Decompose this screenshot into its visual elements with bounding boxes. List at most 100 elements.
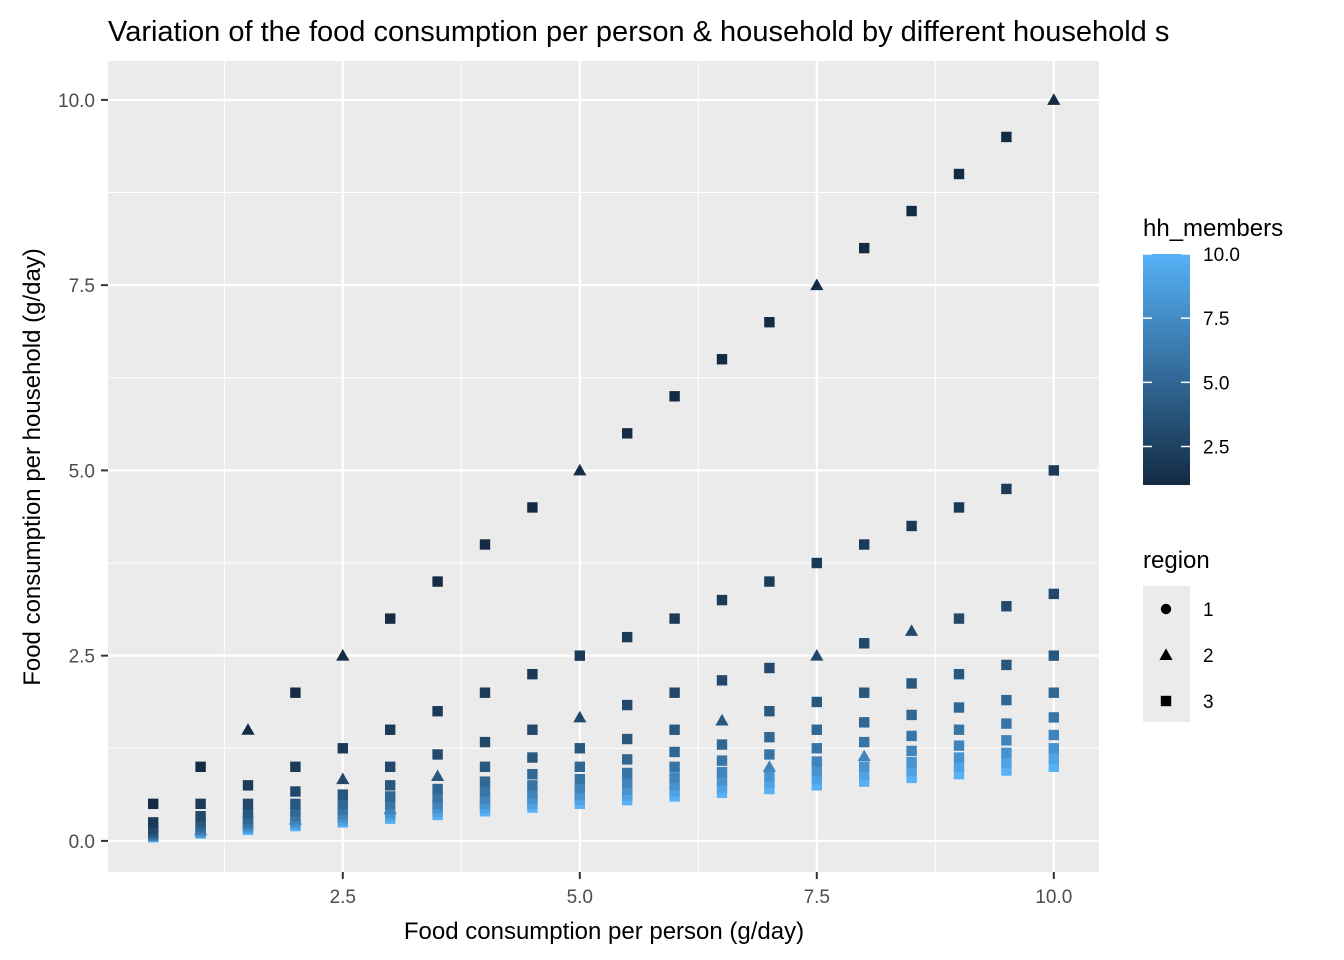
data-point-m5-x2 <box>290 806 301 817</box>
data-point-m3-x5.5 <box>622 699 633 711</box>
data-point-m4-x1.5 <box>242 807 254 819</box>
data-point-m4-x4.5 <box>527 752 538 763</box>
data-point-m5-x5.5 <box>622 754 633 765</box>
data-point-m6-x7 <box>764 749 775 760</box>
data-point-m6-x6.5 <box>716 755 728 766</box>
data-point-m1-x4 <box>479 539 491 550</box>
data-point-m1-x10 <box>1047 93 1061 105</box>
data-point-m1-x9 <box>953 168 965 180</box>
data-point-m7-x9.5 <box>1001 735 1012 746</box>
minor-grid <box>108 61 1099 872</box>
shape-legend-items: 1 2 3 <box>1159 600 1214 713</box>
data-point-m5-x3 <box>385 791 396 802</box>
data-point-m1-x2.5 <box>336 649 350 661</box>
data-point-m3-x6 <box>669 687 680 698</box>
y-tick-label: 7.5 <box>69 276 95 297</box>
data-point-m4-x2.5 <box>337 789 348 800</box>
data-point-m5-x8 <box>859 717 870 728</box>
data-point-m8-x9.5 <box>1001 747 1012 759</box>
color-bar-ticks: 10.0 7.5 5.0 2.5 <box>1143 245 1240 459</box>
data-point-m3-x3.5 <box>432 749 443 760</box>
data-point-m4-x8 <box>859 687 870 698</box>
data-point-m7-x7 <box>762 760 776 772</box>
data-point-m5-x5 <box>574 761 585 772</box>
data-point-m8-x10 <box>1048 743 1059 754</box>
data-point-m3-x1 <box>195 811 206 822</box>
data-point-m1-x7 <box>764 317 775 328</box>
data-point-m2-x6.5 <box>716 594 728 606</box>
data-point-m3-x8 <box>859 638 870 649</box>
data-point-m8-x7 <box>764 770 775 782</box>
y-tick-label: 5.0 <box>69 461 95 482</box>
data-point-m6-x8.5 <box>906 730 917 742</box>
data-point-m7-x3.5 <box>432 798 443 810</box>
shape-legend: region 1 2 3 <box>1143 547 1214 722</box>
data-point-m6-x7.5 <box>811 743 822 754</box>
data-point-m10-x7.5 <box>811 780 822 791</box>
data-points <box>148 93 1061 843</box>
data-point-m4-x2 <box>290 798 301 810</box>
data-point-m1-x4.5 <box>527 502 538 513</box>
data-point-m2-x9 <box>953 502 965 513</box>
data-point-m5-x6.5 <box>716 739 728 750</box>
data-point-m10-x9 <box>953 769 965 780</box>
data-point-m4-x8.5 <box>906 678 917 689</box>
data-point-m8-x5.5 <box>622 784 633 796</box>
data-point-m5-x8.5 <box>906 709 917 721</box>
x-tick-label: 2.5 <box>330 887 356 908</box>
data-point-m3-x7 <box>764 662 775 674</box>
data-point-m2-x9.5 <box>1001 483 1012 495</box>
shape-legend-label: 2 <box>1203 646 1214 667</box>
data-point-m9-x9.5 <box>1001 757 1012 768</box>
x-tick-label: 5.0 <box>567 887 593 908</box>
data-point-m7-x10 <box>1048 729 1059 741</box>
color-legend: hh_members 10.0 7.5 5.0 2.5 <box>1143 215 1283 485</box>
data-point-m9-x7.5 <box>811 773 822 785</box>
data-point-m3-x5 <box>573 710 587 723</box>
data-point-m3-x4.5 <box>527 724 538 735</box>
data-point-m1-x1.5 <box>241 723 255 735</box>
data-point-m5-x10 <box>1048 687 1059 698</box>
data-point-m10-x9.5 <box>1001 765 1012 776</box>
data-point-m6-x5 <box>574 773 585 785</box>
data-point-m2-x10 <box>1048 465 1059 476</box>
y-axis-title: Food consumption per household (g/day) <box>19 248 46 686</box>
data-point-m10-x6.5 <box>716 787 728 798</box>
y-tick-label: 2.5 <box>69 647 95 668</box>
color-legend-title: hh_members <box>1143 215 1283 242</box>
data-point-m6-x4.5 <box>527 780 538 791</box>
data-point-m6-x10 <box>1048 712 1059 723</box>
data-point-m2-x4.5 <box>527 668 538 680</box>
data-point-m4-x5 <box>574 743 585 754</box>
shape-legend-key-square <box>1160 695 1172 707</box>
data-point-m4-x5.5 <box>622 733 633 745</box>
data-point-m3-x4 <box>479 736 491 748</box>
y-tick-label: 10.0 <box>58 91 95 112</box>
data-point-m8-x6.5 <box>716 775 728 786</box>
data-point-m3-x2 <box>290 786 301 797</box>
color-bar <box>1143 254 1190 485</box>
data-point-m4-x4 <box>479 761 491 772</box>
data-point-m1-x7.5 <box>810 278 824 291</box>
data-point-m9-x5.5 <box>622 790 633 801</box>
data-point-m3-x8.5 <box>905 624 919 636</box>
data-point-m9-x7 <box>764 778 775 789</box>
data-point-m9-x8.5 <box>906 765 917 777</box>
data-point-m2-x3.5 <box>432 706 443 717</box>
data-point-m2-x4 <box>479 687 491 698</box>
data-point-m7-x6.5 <box>716 766 728 778</box>
data-point-m7-x4.5 <box>527 788 538 799</box>
data-point-m10-x8.5 <box>906 772 917 784</box>
data-point-m10-x10 <box>1048 761 1059 772</box>
data-point-m2-x7.5 <box>811 557 822 569</box>
data-point-m6-x3 <box>385 798 396 810</box>
data-point-m2-x2 <box>290 761 301 772</box>
data-point-m8-x7.5 <box>811 766 822 777</box>
data-point-m8-x4.5 <box>527 794 538 805</box>
data-point-m7-x7.5 <box>811 756 822 767</box>
data-point-m7-x5.5 <box>622 777 633 788</box>
data-point-m1-x9.5 <box>1001 131 1012 143</box>
data-point-m5-x2.5 <box>337 798 348 810</box>
data-point-m9-x8 <box>859 769 870 781</box>
